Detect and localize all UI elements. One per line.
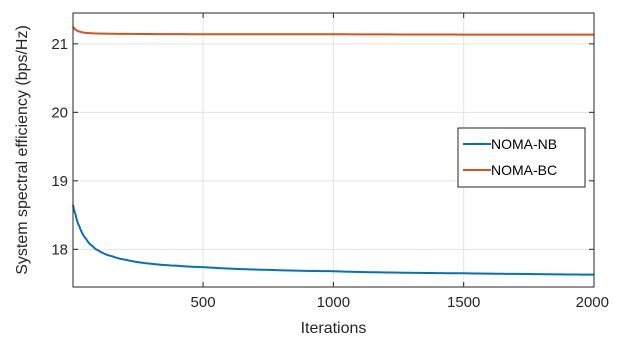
x-tick-label: 1000 <box>317 294 350 311</box>
series-line-noma-nb <box>72 204 595 276</box>
y-tick-label: 21 <box>51 36 68 53</box>
series-line-noma-bc <box>72 26 594 36</box>
x-tick-label: 500 <box>191 294 216 311</box>
legend-label-noma-nb: NOMA-NB <box>491 136 557 152</box>
x-axis-label: Iterations <box>301 320 367 337</box>
y-axis-label: System spectral efficiency (bps/Hz) <box>14 25 31 275</box>
legend: NOMA-NB NOMA-BC <box>457 127 586 188</box>
y-tick-label: 18 <box>51 241 68 258</box>
y-tick-label: 20 <box>51 104 68 121</box>
legend-label-noma-bc: NOMA-BC <box>491 162 557 178</box>
x-tick-label: 1500 <box>447 294 480 311</box>
axis-ticks: 500 1000 1500 2000 18 19 20 21 <box>51 13 609 311</box>
y-tick-label: 19 <box>51 173 68 190</box>
series-layer <box>72 26 595 276</box>
legend-box <box>457 127 586 188</box>
x-tick-label: 2000 <box>576 294 609 311</box>
